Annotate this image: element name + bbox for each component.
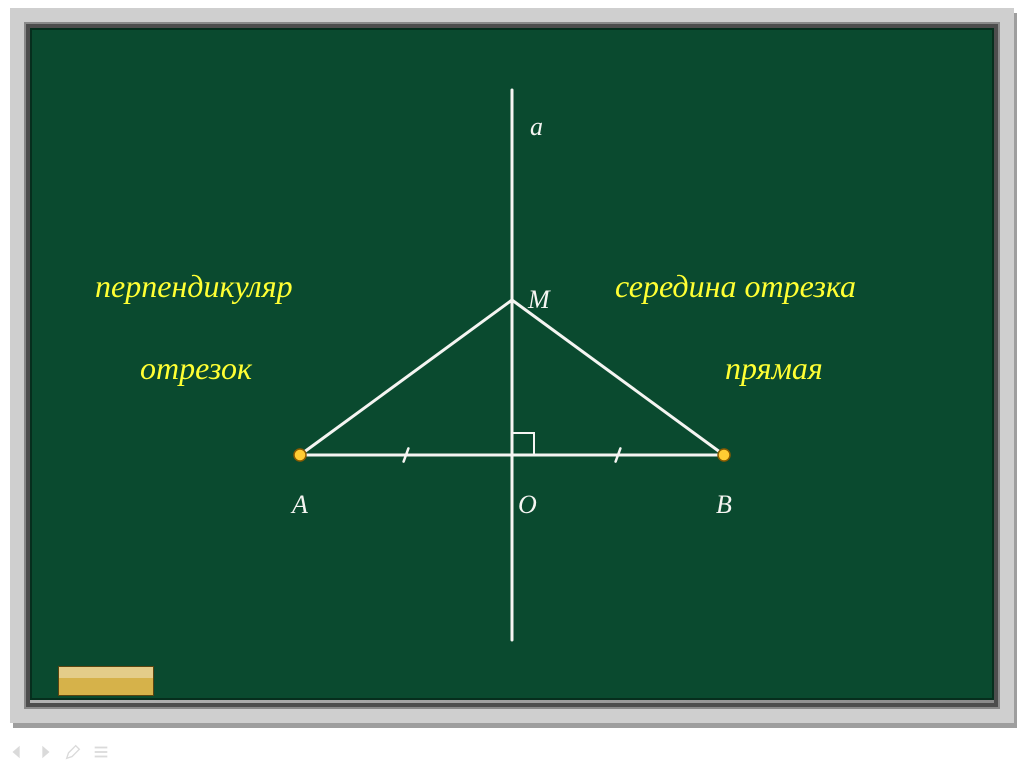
term-line: прямая	[725, 350, 823, 387]
pen-icon[interactable]	[64, 743, 82, 761]
label-point-b: B	[716, 490, 732, 520]
term-segment: отрезок	[140, 350, 252, 387]
label-line-a: a	[530, 112, 543, 142]
prev-slide-icon[interactable]	[8, 743, 26, 761]
term-perpendicular: перпендикуляр	[95, 268, 293, 305]
next-slide-icon[interactable]	[36, 743, 54, 761]
label-point-o: O	[518, 490, 537, 520]
label-point-a: A	[292, 490, 308, 520]
menu-icon[interactable]	[92, 743, 110, 761]
label-point-m: M	[528, 285, 550, 315]
term-midpoint: середина отрезка	[615, 268, 856, 305]
slide-root: перпендикуляр отрезок середина отрезка п…	[0, 0, 1024, 767]
presentation-toolbar	[8, 743, 110, 761]
